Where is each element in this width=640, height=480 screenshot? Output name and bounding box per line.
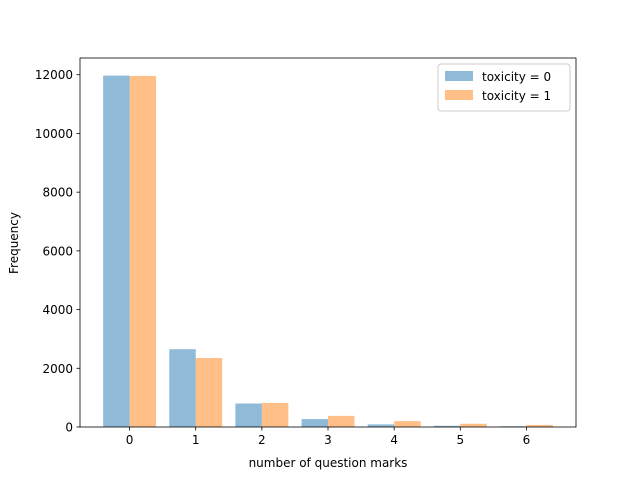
- x-tick-label: 2: [258, 433, 266, 447]
- bar-toxicity-1-6: [526, 424, 553, 427]
- y-tick-label: 8000: [42, 186, 73, 200]
- bar-toxicity-0-5: [433, 425, 461, 427]
- bar-toxicity-0-2: [235, 403, 262, 427]
- bar-toxicity-1-5: [460, 423, 487, 427]
- y-tick-label: 2000: [42, 362, 73, 376]
- y-tick-label: 0: [65, 421, 73, 435]
- legend-swatch-toxicity-1: [445, 90, 473, 100]
- bar-toxicity-0-0: [103, 75, 130, 427]
- bar-toxicity-1-0: [129, 75, 157, 427]
- bar-toxicity-0-1: [169, 349, 196, 427]
- y-axis-label: Frequency: [7, 212, 21, 274]
- bars-layer: [103, 75, 553, 427]
- y-tick-label: 6000: [42, 244, 73, 258]
- y-tick-label: 10000: [35, 127, 73, 141]
- bar-toxicity-1-1: [195, 358, 223, 427]
- y-tick-label: 4000: [42, 303, 73, 317]
- bar-toxicity-0-4: [367, 424, 395, 427]
- x-tick-label: 0: [126, 433, 134, 447]
- x-tick-label: 5: [456, 433, 464, 447]
- bar-toxicity-0-3: [301, 419, 328, 427]
- legend-label-toxicity-1: toxicity = 1: [482, 89, 551, 103]
- legend-swatch-toxicity-0: [445, 71, 473, 81]
- x-tick-label: 1: [192, 433, 200, 447]
- bar-toxicity-1-4: [394, 421, 421, 427]
- bar-toxicity-1-3: [328, 415, 355, 427]
- x-tick-label: 3: [324, 433, 332, 447]
- legend-label-toxicity-0: toxicity = 0: [482, 70, 551, 84]
- legend: toxicity = 0 toxicity = 1: [437, 63, 571, 112]
- bar-toxicity-1-2: [261, 402, 289, 427]
- x-axis-label: number of question marks: [249, 456, 408, 470]
- x-tick-label: 6: [523, 433, 531, 447]
- y-tick-label: 12000: [35, 68, 73, 82]
- x-tick-label: 4: [390, 433, 398, 447]
- axes-layer: 0 1 2 3 4 5 6 0 2000 4000 6000 8000 10000 12000: [35, 57, 577, 447]
